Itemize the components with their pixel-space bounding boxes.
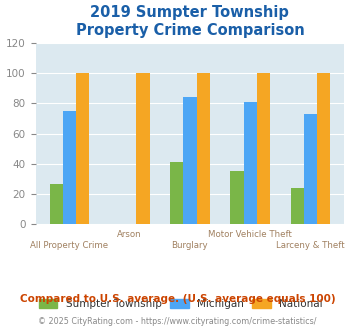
Bar [76, 73, 89, 224]
Bar [244, 102, 257, 224]
Bar [197, 73, 210, 224]
Text: Compared to U.S. average. (U.S. average equals 100): Compared to U.S. average. (U.S. average … [20, 294, 335, 304]
Bar [50, 183, 63, 224]
Text: Larceny & Theft: Larceny & Theft [276, 241, 345, 250]
Title: 2019 Sumpter Township
Property Crime Comparison: 2019 Sumpter Township Property Crime Com… [76, 5, 304, 38]
Bar [290, 188, 304, 224]
Bar [183, 97, 197, 224]
Legend: Sumpter Township, Michigan, National: Sumpter Township, Michigan, National [34, 295, 327, 313]
Text: © 2025 CityRating.com - https://www.cityrating.com/crime-statistics/: © 2025 CityRating.com - https://www.city… [38, 317, 317, 326]
Bar [317, 73, 330, 224]
Bar [230, 172, 244, 224]
Bar [63, 111, 76, 224]
Bar [304, 114, 317, 224]
Bar [257, 73, 270, 224]
Bar [170, 162, 183, 224]
Text: Burglary: Burglary [171, 241, 208, 250]
Text: All Property Crime: All Property Crime [31, 241, 109, 250]
Text: Arson: Arson [118, 230, 142, 239]
Text: Motor Vehicle Theft: Motor Vehicle Theft [208, 230, 292, 239]
Bar [136, 73, 149, 224]
